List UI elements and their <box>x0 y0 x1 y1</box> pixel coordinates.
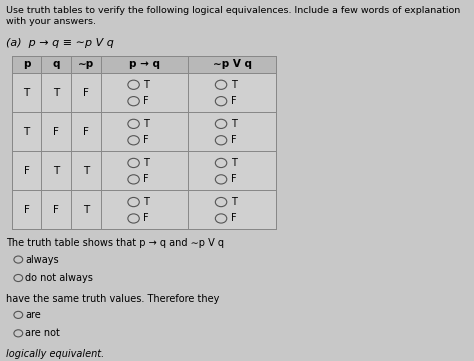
Bar <box>12 112 276 151</box>
Text: p: p <box>23 59 30 69</box>
Text: always: always <box>25 255 59 265</box>
Text: T: T <box>143 80 149 90</box>
Text: Use truth tables to verify the following logical equivalences. Include a few wor: Use truth tables to verify the following… <box>6 6 460 26</box>
Bar <box>12 190 276 230</box>
Text: p → q: p → q <box>129 59 160 69</box>
Text: ∼p: ∼p <box>78 59 94 69</box>
Text: do not always: do not always <box>25 273 93 283</box>
Text: are: are <box>25 310 41 320</box>
Text: have the same truth values. Therefore they: have the same truth values. Therefore th… <box>6 293 219 304</box>
Text: are not: are not <box>25 328 60 338</box>
Text: T: T <box>231 80 237 90</box>
Text: F: F <box>83 127 89 137</box>
Text: T: T <box>231 158 237 168</box>
Text: F: F <box>231 96 237 106</box>
Bar <box>12 56 276 73</box>
Text: logically equivalent.: logically equivalent. <box>6 349 104 359</box>
Text: F: F <box>231 135 237 145</box>
Text: F: F <box>231 174 237 184</box>
Text: T: T <box>53 88 59 97</box>
Text: T: T <box>83 166 89 176</box>
Text: F: F <box>83 88 89 97</box>
Text: F: F <box>54 205 59 215</box>
Text: (a)  p → q ≡ ∼p V q: (a) p → q ≡ ∼p V q <box>6 38 114 48</box>
Text: ∼p V q: ∼p V q <box>212 59 252 69</box>
Text: T: T <box>83 205 89 215</box>
Text: T: T <box>231 119 237 129</box>
Text: F: F <box>24 205 29 215</box>
Text: F: F <box>24 166 29 176</box>
Text: The truth table shows that p → q and ∼p V q: The truth table shows that p → q and ∼p … <box>6 238 224 248</box>
Bar <box>12 151 276 190</box>
Text: F: F <box>143 96 149 106</box>
Text: T: T <box>23 88 30 97</box>
Text: F: F <box>143 213 149 223</box>
Text: F: F <box>54 127 59 137</box>
Text: T: T <box>143 158 149 168</box>
Text: F: F <box>143 135 149 145</box>
Text: T: T <box>143 119 149 129</box>
Text: T: T <box>53 166 59 176</box>
Text: q: q <box>53 59 60 69</box>
Text: F: F <box>231 213 237 223</box>
Bar <box>12 73 276 112</box>
Text: T: T <box>231 197 237 207</box>
Text: T: T <box>23 127 30 137</box>
Text: F: F <box>143 174 149 184</box>
Text: T: T <box>143 197 149 207</box>
